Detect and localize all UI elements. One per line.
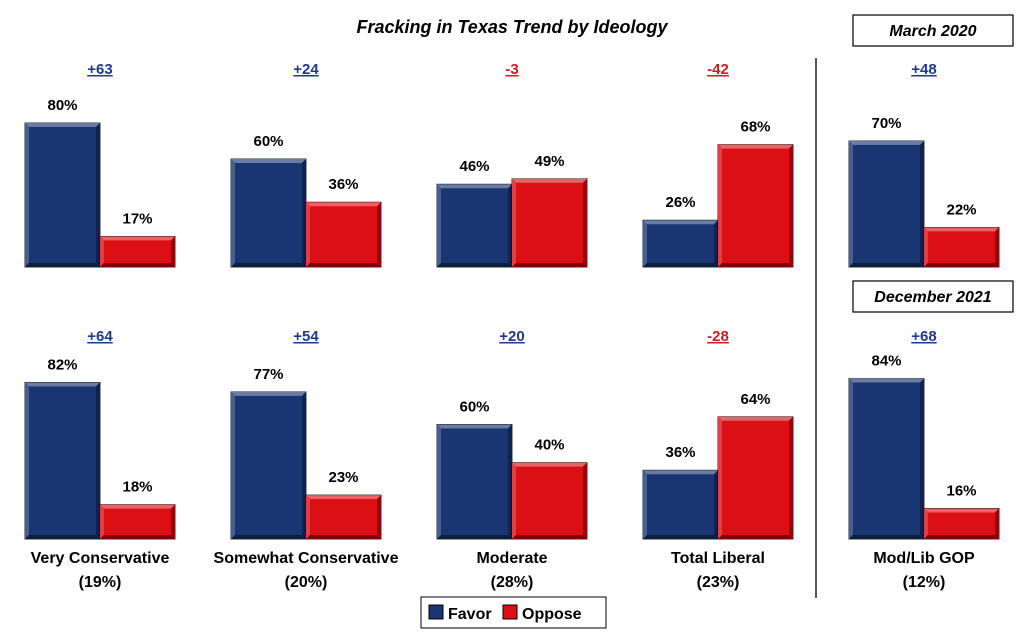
panel-march_2020: 80% 17% +63: [24, 61, 176, 268]
category-label: Moderate: [476, 550, 547, 567]
category-label: Total Liberal: [671, 550, 765, 567]
legend-item-oppose: Oppose: [502, 604, 582, 623]
oppose-value-label: 16%: [946, 482, 976, 499]
favor-bar: [24, 122, 101, 268]
oppose-bar: [305, 201, 382, 268]
net-difference-label: +64: [87, 328, 113, 345]
period-labels: March 2020 December 2021: [852, 14, 1014, 313]
favor-bar: [848, 140, 925, 268]
category-label: Very Conservative: [31, 550, 170, 567]
oppose-bar: [305, 494, 382, 540]
period-label: March 2020: [889, 23, 976, 40]
favor-value-label: 77%: [253, 366, 283, 383]
period-label: December 2021: [874, 289, 992, 306]
oppose-value-label: 49%: [534, 153, 564, 170]
net-difference-label: +24: [293, 61, 319, 78]
panel-december_2021: 77% 23% +54: [230, 328, 382, 540]
period-label-box: March 2020: [852, 14, 1014, 47]
bar-panels: 80% 17% +63 82% 18% +64 Very Conservative (19%)…: [24, 61, 1000, 591]
category-share-label: (20%): [285, 574, 328, 591]
oppose-bar: [923, 508, 1000, 540]
category-label: Mod/Lib GOP: [873, 550, 975, 567]
legend-label: Favor: [448, 606, 492, 623]
oppose-value-label: 17%: [122, 210, 152, 227]
net-difference-label: +20: [499, 328, 524, 345]
oppose-value-label: 40%: [534, 437, 564, 454]
favor-value-label: 36%: [665, 444, 695, 461]
favor-value-label: 82%: [47, 356, 77, 373]
oppose-bar: [511, 462, 588, 540]
legend-label: Oppose: [522, 606, 582, 623]
net-difference-label: +63: [87, 61, 112, 78]
panel-march_2020: 60% 36% +24: [230, 61, 382, 268]
favor-value-label: 60%: [459, 398, 489, 415]
favor-bar: [848, 378, 925, 540]
oppose-value-label: 36%: [328, 176, 358, 193]
net-difference-label: -42: [707, 61, 729, 78]
favor-value-label: 46%: [459, 158, 489, 175]
favor-bar: [230, 158, 307, 268]
favor-bar: [642, 469, 719, 540]
panel-december_2021: 82% 18% +64: [24, 328, 176, 540]
oppose-value-label: 18%: [122, 479, 152, 496]
oppose-value-label: 23%: [328, 469, 358, 486]
legend-swatch: [502, 604, 518, 620]
favor-value-label: 26%: [665, 194, 695, 211]
oppose-bar: [717, 416, 794, 540]
chart-title: Fracking in Texas Trend by Ideology: [356, 17, 668, 37]
panel-december_2021: 36% 64% -28: [642, 328, 794, 540]
legend-swatch: [428, 604, 444, 620]
oppose-bar: [99, 235, 176, 268]
favor-value-label: 60%: [253, 133, 283, 150]
net-difference-label: +68: [911, 328, 936, 345]
oppose-value-label: 64%: [740, 391, 770, 408]
panel-march_2020: 46% 49% -3: [436, 61, 588, 268]
panel-march_2020: 26% 68% -42: [642, 61, 794, 268]
category-share-label: (28%): [491, 574, 534, 591]
oppose-value-label: 68%: [740, 119, 770, 136]
period-label-box: December 2021: [852, 280, 1014, 313]
category-share-label: (12%): [903, 574, 946, 591]
net-difference-label: +54: [293, 328, 319, 345]
net-difference-label: -28: [707, 328, 729, 345]
oppose-bar: [511, 178, 588, 268]
favor-value-label: 80%: [47, 97, 77, 114]
net-difference-label: -3: [505, 61, 518, 78]
favor-bar: [642, 219, 719, 268]
favor-bar: [436, 423, 513, 540]
legend-item-favor: Favor: [428, 604, 492, 623]
category-share-label: (19%): [79, 574, 122, 591]
panel-march_2020: 70% 22% +48: [848, 61, 1000, 268]
oppose-value-label: 22%: [946, 201, 976, 218]
favor-bar: [436, 183, 513, 268]
oppose-bar: [717, 144, 794, 268]
favor-bar: [24, 381, 101, 540]
panel-december_2021: 84% 16% +68: [848, 328, 1000, 540]
legend: Favor Oppose: [420, 596, 607, 629]
favor-value-label: 84%: [871, 353, 901, 370]
category-label: Somewhat Conservative: [214, 550, 399, 567]
oppose-bar: [99, 504, 176, 540]
oppose-bar: [923, 226, 1000, 268]
favor-bar: [230, 391, 307, 540]
net-difference-label: +48: [911, 61, 936, 78]
category-share-label: (23%): [697, 574, 740, 591]
favor-value-label: 70%: [871, 115, 901, 132]
panel-december_2021: 60% 40% +20: [436, 328, 588, 540]
